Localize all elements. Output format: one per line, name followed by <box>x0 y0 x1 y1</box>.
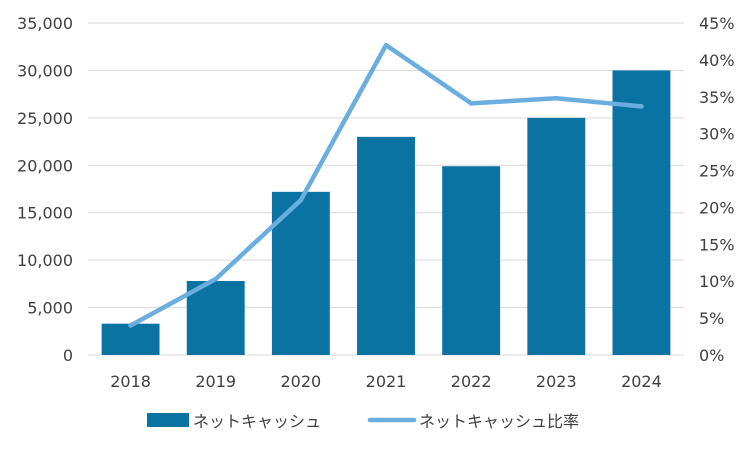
y-left-tick-label: 0 <box>63 346 73 365</box>
ratio-point-2018 <box>128 323 133 328</box>
line-series <box>128 42 644 328</box>
y-left-tick-label: 35,000 <box>17 14 73 33</box>
y-right-tick-label: 25% <box>699 162 735 181</box>
legend-label-net-cash: ネットキャッシュ <box>193 412 321 431</box>
y-left-tick-label: 5,000 <box>27 299 73 318</box>
x-tick-label: 2023 <box>536 372 577 391</box>
ratio-point-2020 <box>298 197 304 203</box>
y-left-tick-label: 10,000 <box>17 251 73 270</box>
y-left-tick-label: 30,000 <box>17 61 73 80</box>
y-right-tick-label: 0% <box>699 346 724 365</box>
x-tick-label: 2024 <box>621 372 662 391</box>
ratio-point-2019 <box>213 276 218 282</box>
legend-label-net-cash-ratio: ネットキャッシュ比率 <box>419 412 579 431</box>
y-right-tick-label: 35% <box>699 88 735 107</box>
x-tick-label: 2022 <box>451 372 492 391</box>
legend-swatch-net-cash <box>147 413 189 427</box>
y-right-tick-label: 15% <box>699 235 735 254</box>
bar-series <box>101 70 671 355</box>
ratio-point-2022 <box>468 101 474 106</box>
axes: 0 5,000 10,000 15,000 20,000 25,000 30,000 35,0… <box>17 14 735 391</box>
bar-2024 <box>612 70 671 355</box>
x-tick-label: 2018 <box>110 372 151 391</box>
ratio-point-2021 <box>383 42 389 48</box>
y-right-tick-label: 5% <box>699 309 724 328</box>
bar-2023 <box>527 117 586 355</box>
legend: ネットキャッシュ ネットキャッシュ比率 <box>147 412 579 431</box>
y-right-tick-label: 20% <box>699 198 735 217</box>
ratio-point-2024 <box>639 104 644 109</box>
y-right-tick-label: 40% <box>699 51 735 70</box>
bar-2018 <box>101 323 160 355</box>
bar-2022 <box>442 166 501 355</box>
y-left-tick-label: 25,000 <box>17 109 73 128</box>
ratio-point-2023 <box>554 96 559 101</box>
y-right-tick-label: 30% <box>699 125 735 144</box>
bar-2019 <box>186 281 245 355</box>
y-left-tick-label: 20,000 <box>17 156 73 175</box>
y-right-tick-label: 10% <box>699 272 735 291</box>
x-tick-label: 2019 <box>195 372 236 391</box>
x-tick-label: 2021 <box>366 372 407 391</box>
y-right-tick-label: 45% <box>699 14 735 33</box>
y-left-tick-label: 15,000 <box>17 204 73 223</box>
x-tick-label: 2020 <box>280 372 321 391</box>
bar-2021 <box>357 136 415 355</box>
